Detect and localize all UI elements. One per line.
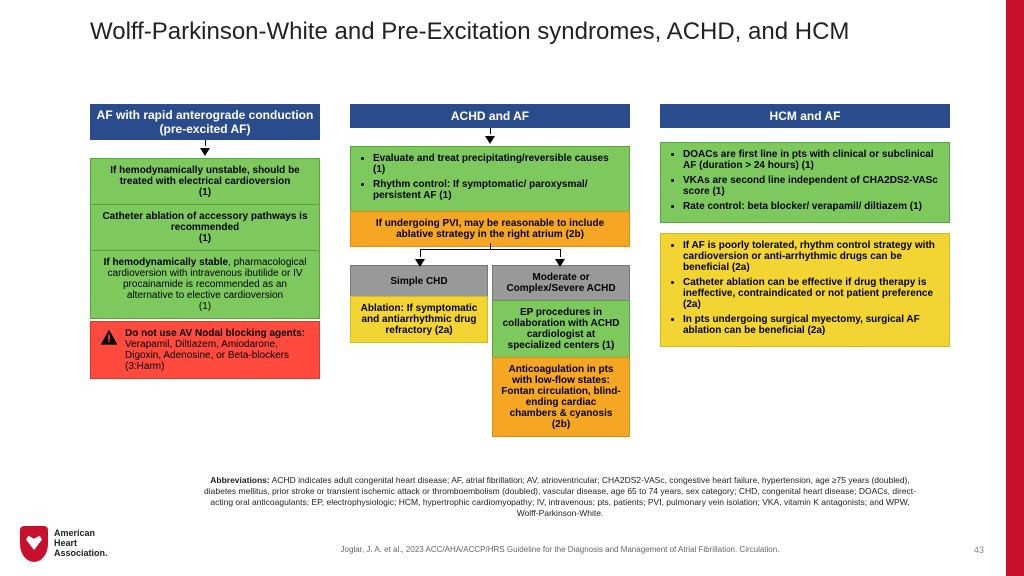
col3-y-bullet-3: In pts undergoing surgical myectomy, sur… <box>683 314 941 336</box>
arrow-connector <box>205 140 206 146</box>
col3-yellow-bullets: If AF is poorly tolerated, rhythm contro… <box>660 233 950 347</box>
heart-icon <box>20 526 48 562</box>
simple-chd-header: Simple CHD <box>350 265 488 297</box>
aha-logo: American Heart Association. <box>20 526 108 562</box>
col1-green-1: If hemodynamically unstable, should be t… <box>90 158 320 205</box>
warning-icon <box>99 328 119 348</box>
simple-chd-yellow: Ablation: If symptomatic and antiarrhyth… <box>350 296 488 343</box>
col2-bullet-1: Evaluate and treat precipitating/reversi… <box>373 153 621 175</box>
abbrev-label: Abbreviations: <box>210 475 270 485</box>
abbrev-body: ACHD indicates adult congenital heart di… <box>204 475 916 518</box>
col2-bullet-2: Rhythm control: If symptomatic/ paroxysm… <box>373 179 621 201</box>
page-title: Wolff-Parkinson-White and Pre-Excitation… <box>90 18 890 46</box>
col2-green-bullets: Evaluate and treat precipitating/reversi… <box>350 146 630 212</box>
brand-red-stripe <box>1006 0 1024 576</box>
citation-text: Joglar, J. A. et al., 2023 ACC/AHA/ACCP/… <box>200 545 920 554</box>
arrow-down-icon <box>200 148 210 156</box>
col1-red-text: Do not use AV Nodal blocking agents: Ver… <box>125 328 311 372</box>
arrow-connector <box>490 128 491 134</box>
col3-header: HCM and AF <box>660 104 950 128</box>
col1-green-2: Catheter ablation of accessory pathways … <box>90 204 320 251</box>
arrow-down-icon <box>555 259 565 267</box>
col3-g-bullet-3: Rate control: beta blocker/ verapamil/ d… <box>683 201 941 212</box>
complex-achd-orange: Anticoagulation in pts with low-flow sta… <box>492 357 630 437</box>
col3-y-bullet-2: Catheter ablation can be effective if dr… <box>683 277 941 310</box>
col1-red-warning: Do not use AV Nodal blocking agents: Ver… <box>90 321 320 379</box>
col1-green-3: If hemodynamically stable, pharmacologic… <box>90 250 320 319</box>
arrow-down-icon <box>485 136 495 144</box>
col3-y-bullet-1: If AF is poorly tolerated, rhythm contro… <box>683 240 941 273</box>
abbreviations-text: Abbreviations: ACHD indicates adult cong… <box>200 475 920 519</box>
column-preexcited-af: AF with rapid anterograde conduction (pr… <box>90 104 320 379</box>
col1-header: AF with rapid anterograde conduction (pr… <box>90 104 320 140</box>
col3-green-bullets: DOACs are first line in pts with clinica… <box>660 142 950 223</box>
split-connector <box>350 247 630 265</box>
complex-achd-header: Moderate or Complex/Severe ACHD <box>492 265 630 301</box>
logo-text: American Heart Association. <box>54 529 108 559</box>
red-label: Do not use AV Nodal blocking agents: <box>125 328 305 339</box>
col3-g-bullet-1: DOACs are first line in pts with clinica… <box>683 149 941 171</box>
col3-g-bullet-2: VKAs are second line independent of CHA2… <box>683 175 941 197</box>
arrow-down-icon <box>415 259 425 267</box>
col2-header: ACHD and AF <box>350 104 630 128</box>
red-body: Verapamil, Diltiazem, Amiodarone, Digoxi… <box>125 339 289 372</box>
column-achd-af: ACHD and AF Evaluate and treat precipita… <box>350 104 630 437</box>
column-hcm-af: HCM and AF DOACs are first line in pts w… <box>660 104 950 347</box>
complex-achd-green: EP procedures in collaboration with ACHD… <box>492 300 630 358</box>
page-number: 43 <box>974 545 984 555</box>
col2-orange: If undergoing PVI, may be reasonable to … <box>350 211 630 247</box>
